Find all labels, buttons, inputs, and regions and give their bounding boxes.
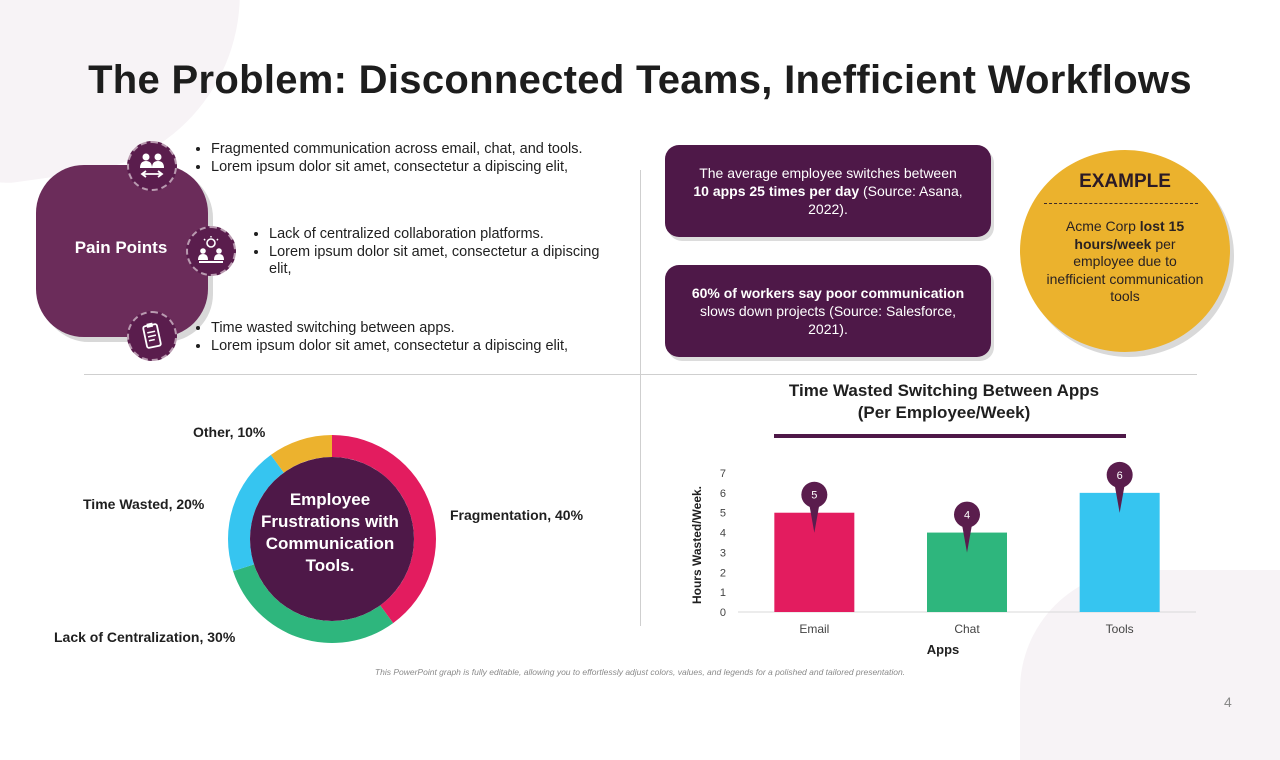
donut-center-title: Employee Frustrations with Communication… (261, 490, 399, 575)
data-label: 4 (964, 510, 970, 522)
bar-email (774, 512, 855, 612)
bullet-item: Lack of centralized collaboration platfo… (269, 226, 613, 243)
donut-label-centralization: Lack of Centralization, 30% (54, 629, 236, 645)
y-tick-label: 6 (720, 488, 726, 500)
people-exchange-icon (127, 141, 177, 191)
example-heading: EXAMPLE (1079, 171, 1171, 192)
stat-card-poor-communication: 60% of workers say poor communication sl… (665, 265, 991, 357)
y-tick-label: 7 (720, 468, 726, 480)
bar-chart-title: Time Wasted Switching Between Apps (Per E… (788, 381, 1100, 422)
data-label: 5 (811, 490, 817, 502)
idea-meeting-icon (186, 226, 236, 276)
bullet-item: Lorem ipsum dolor sit amet, consectetur … (211, 159, 615, 176)
data-label-marker (954, 501, 980, 528)
y-axis-label: Hours Wasted/Week. (690, 486, 704, 604)
x-tick-label: Email (799, 622, 829, 636)
divider-horizontal (84, 374, 1197, 375)
bar-chart-title-underline (774, 434, 1126, 438)
pain-point-bullets-1: Fragmented communication across email, c… (195, 141, 615, 177)
bullet-item: Time wasted switching between apps. (211, 320, 625, 337)
example-circle (1020, 150, 1230, 352)
page-title: The Problem: Disconnected Teams, Ineffic… (88, 58, 1192, 102)
divider-vertical (640, 170, 641, 626)
y-tick-label: 5 (720, 508, 726, 520)
y-tick-label: 4 (720, 528, 726, 540)
donut-label-fragmentation: Fragmentation, 40% (450, 507, 584, 523)
y-tick-label: 0 (720, 607, 726, 619)
bullet-item: Lorem ipsum dolor sit amet, consectetur … (269, 244, 613, 278)
data-label-marker (801, 481, 828, 508)
donut-slice-other (270, 435, 332, 473)
example-divider (1044, 203, 1198, 204)
pain-point-bullets-2: Lack of centralized collaboration platfo… (253, 226, 613, 279)
example-text: Acme Corp lost 15 hours/week per employe… (1046, 218, 1204, 304)
page-number: 4 (1224, 694, 1232, 710)
x-axis-label: Apps (927, 642, 960, 657)
data-label-marker (1106, 461, 1133, 488)
background-shape (1020, 570, 1280, 760)
pain-points-card (36, 165, 208, 337)
data-label-pin (1114, 484, 1125, 513)
pain-points-label: Pain Points (74, 238, 168, 257)
data-label: 6 (1117, 470, 1123, 482)
x-tick-label: Chat (954, 622, 980, 636)
y-tick-label: 2 (720, 567, 726, 579)
donut-label-time-wasted: Time Wasted, 20% (83, 496, 205, 512)
bullet-item: Fragmented communication across email, c… (211, 141, 615, 158)
stat-card-app-switching: The average employee switches between 10… (665, 145, 991, 237)
pain-point-bullets-3: Time wasted switching between apps. Lore… (195, 320, 625, 356)
bullet-item: Lorem ipsum dolor sit amet, consectetur … (211, 338, 625, 355)
y-tick-label: 3 (720, 547, 726, 559)
clipboard-icon (127, 311, 177, 361)
y-tick-label: 1 (720, 587, 726, 599)
bar-chat (927, 532, 1007, 612)
donut-label-other: Other, 10% (193, 424, 266, 440)
data-label-pin (962, 524, 972, 553)
data-label-pin (809, 504, 820, 533)
footnote: This PowerPoint graph is fully editable,… (374, 667, 906, 677)
